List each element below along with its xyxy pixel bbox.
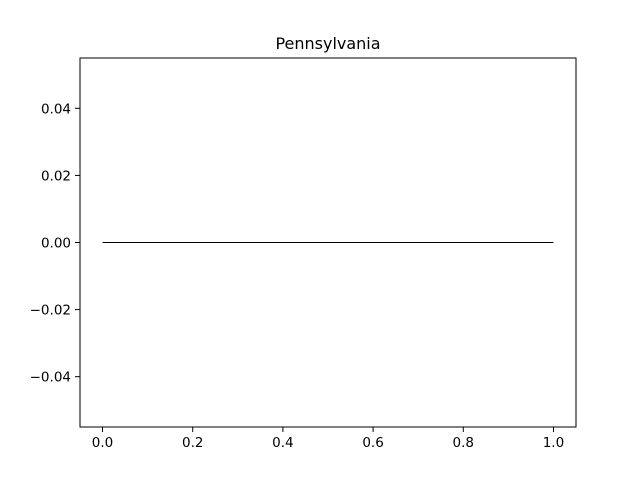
x-tick-label: 0.2 bbox=[182, 435, 203, 451]
y-tick-label: −0.04 bbox=[30, 370, 71, 386]
x-tick-label: 0.8 bbox=[453, 435, 474, 451]
y-axis-ticks: 0.04 0.02 0.00 −0.02 −0.04 bbox=[30, 101, 80, 386]
x-axis-ticks: 0.0 0.2 0.4 0.6 0.8 1.0 bbox=[92, 427, 564, 451]
chart-title: Pennsylvania bbox=[275, 34, 380, 53]
plot-area-frame bbox=[79, 57, 577, 428]
y-tick-label: −0.02 bbox=[30, 303, 71, 319]
x-tick-label: 0.6 bbox=[362, 435, 383, 451]
y-tick-label: 0.02 bbox=[41, 168, 71, 184]
y-tick-label: 0.00 bbox=[41, 236, 71, 252]
x-tick-label: 0.0 bbox=[92, 435, 113, 451]
x-tick-label: 0.4 bbox=[272, 435, 293, 451]
x-tick-label: 1.0 bbox=[543, 435, 564, 451]
y-tick-label: 0.04 bbox=[41, 101, 71, 117]
